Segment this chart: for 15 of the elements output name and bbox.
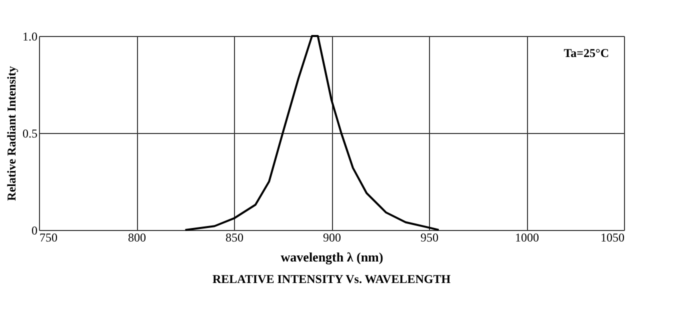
x-tick-label: 950 [420,230,438,244]
x-tick-label: 850 [226,230,244,244]
y-axis-title: Relative Radiant Intensity [4,66,18,201]
x-axis-title: wavelength λ (nm) [280,250,384,264]
x-tick-label: 1050 [600,230,624,244]
y-tick-label: 1.0 [22,30,38,44]
x-tick-label: 900 [323,230,341,244]
x-tick-label: 1000 [515,230,539,244]
text: RELATIVE INTENSITY Vs. WAVELENGTH [212,272,452,286]
y-tick-label: 0 [32,224,38,238]
x-tick-label: 800 [128,230,146,244]
y-tick-label: 0.5 [22,126,38,140]
line-series [184,35,440,231]
x-tick-label: 750 [40,230,58,244]
annotation: Ta=25°C [564,46,609,60]
